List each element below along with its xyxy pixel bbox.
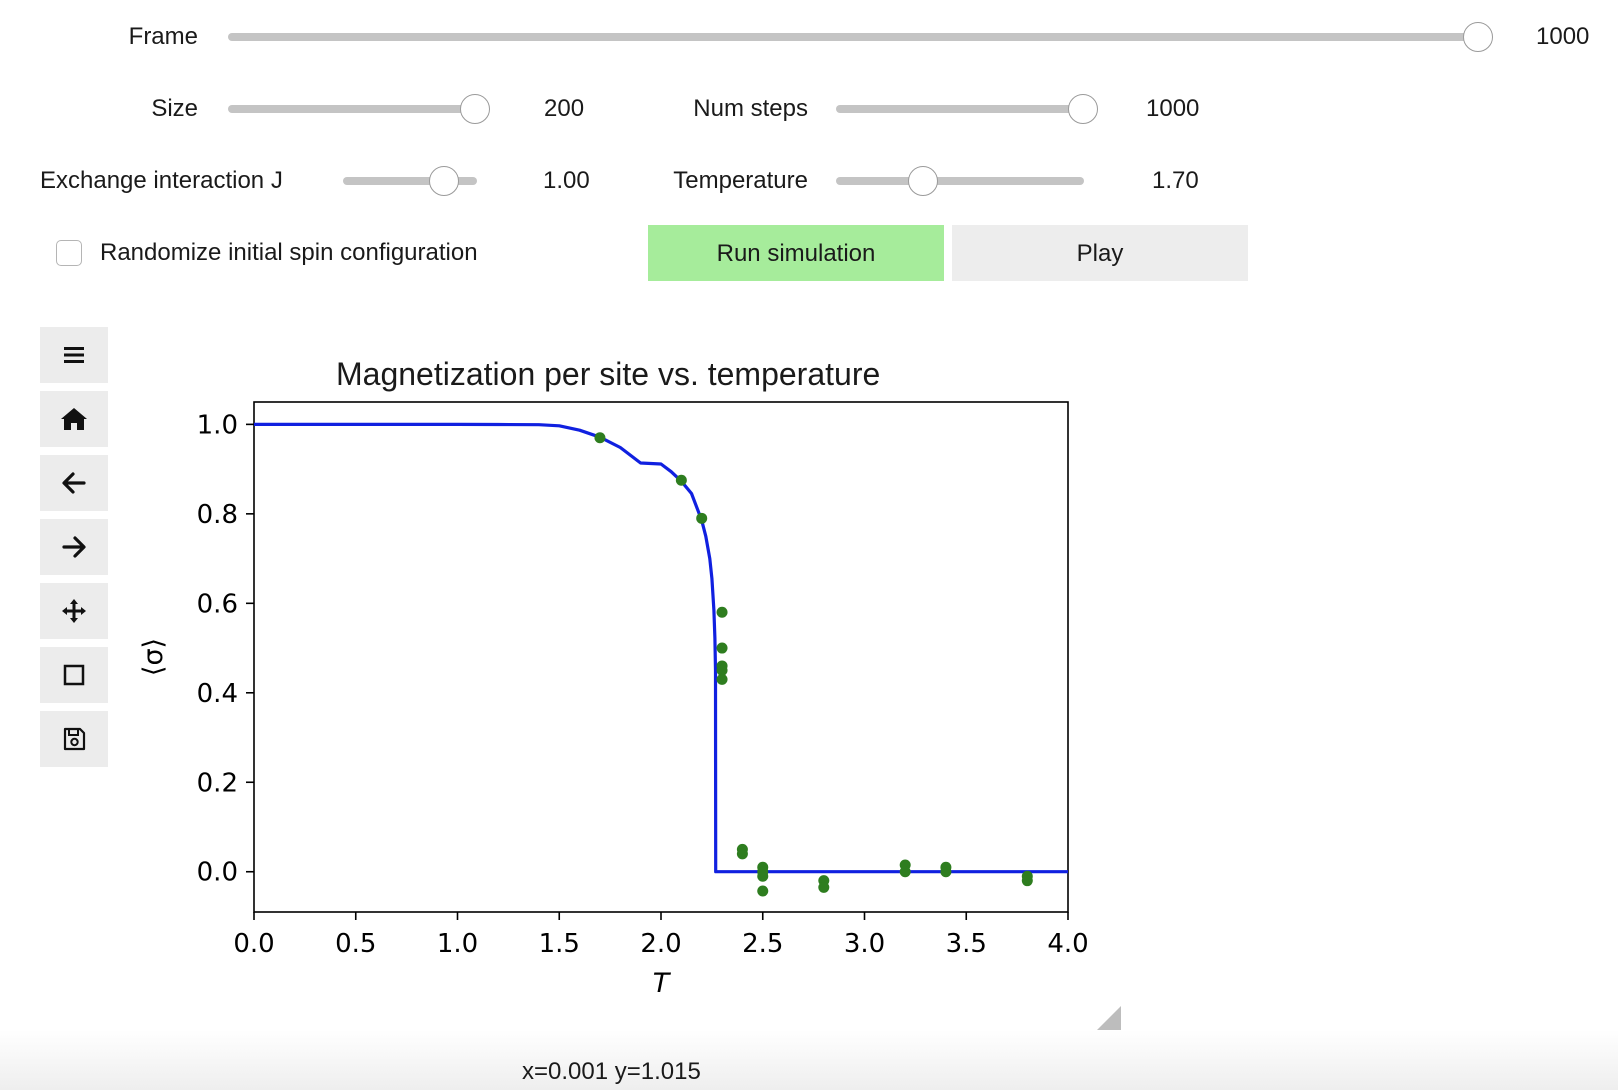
exchange-slider-track[interactable]	[343, 177, 477, 185]
simulation-data-point	[818, 881, 830, 893]
size-slider-handle[interactable]	[460, 94, 490, 124]
forward-button[interactable]	[40, 519, 108, 575]
pan-move-icon	[62, 599, 86, 623]
y-tick-label: 0.6	[197, 589, 238, 619]
simulation-data-point	[716, 606, 728, 618]
x-tick-label: 1.0	[437, 929, 478, 959]
size-slider[interactable]	[228, 94, 496, 124]
y-tick-label: 0.4	[197, 679, 238, 709]
simulation-data-point	[716, 673, 728, 685]
temperature-slider-track[interactable]	[836, 177, 1084, 185]
back-arrow-icon	[62, 472, 86, 494]
simulation-data-point	[899, 866, 911, 878]
save-disk-icon	[63, 727, 86, 751]
y-axis-label: ⟨σ⟩	[138, 638, 169, 676]
run-simulation-button[interactable]: Run simulation	[648, 225, 944, 281]
simulation-data-point	[1021, 875, 1033, 887]
forward-arrow-icon	[62, 536, 86, 558]
frame-slider-track[interactable]	[228, 33, 1478, 41]
randomize-checkbox[interactable]	[56, 240, 82, 266]
play-button[interactable]: Play	[952, 225, 1248, 281]
save-button[interactable]	[40, 711, 108, 767]
back-button[interactable]	[40, 455, 108, 511]
resize-grip-icon[interactable]	[1097, 1006, 1121, 1030]
exchange-label: Exchange interaction J	[40, 167, 283, 194]
size-slider-track[interactable]	[228, 105, 483, 113]
x-tick-label: 3.0	[844, 929, 885, 959]
pan-button[interactable]	[40, 583, 108, 639]
chart-title: Magnetization per site vs. temperature	[336, 356, 881, 392]
simulation-data-point	[716, 642, 728, 654]
y-tick-label: 0.8	[197, 500, 238, 530]
size-label: Size	[151, 95, 198, 122]
x-tick-label: 4.0	[1047, 929, 1088, 959]
exchange-slider-handle[interactable]	[429, 166, 459, 196]
simulation-data-point	[940, 866, 952, 878]
frame-slider[interactable]	[228, 22, 1493, 52]
frame-slider-handle[interactable]	[1463, 22, 1493, 52]
exchange-slider[interactable]	[343, 166, 479, 196]
home-icon	[61, 408, 87, 430]
x-tick-label: 1.5	[539, 929, 580, 959]
exact-magnetization-line	[254, 422, 1068, 874]
magnetization-chart[interactable]: 0.0 0.5 1.0 1.5 2.0 2.5 3.0 3.5 4.0 0.0 0.2 0.4 0.6 0…	[0, 0, 1618, 1030]
simulation-data-point	[716, 664, 728, 676]
y-tick-label: 0.0	[197, 858, 238, 888]
temperature-value: 1.70	[1152, 167, 1199, 194]
cursor-coordinates: x=0.001 y=1.015	[522, 1058, 701, 1085]
num-steps-slider-handle[interactable]	[1068, 94, 1098, 124]
frame-value: 1000	[1536, 23, 1590, 50]
temperature-label: Temperature	[673, 167, 808, 194]
simulation-data-point	[594, 432, 606, 444]
y-tick-label: 0.2	[197, 768, 238, 798]
simulation-data-point	[696, 512, 708, 524]
x-tick-label: 2.0	[640, 929, 681, 959]
zoom-rectangle-icon	[63, 664, 85, 686]
x-axis-label: T	[653, 968, 672, 999]
y-tick-label: 1.0	[197, 410, 238, 440]
x-tick-label: 2.5	[742, 929, 783, 959]
menu-icon	[64, 347, 84, 363]
home-button[interactable]	[40, 391, 108, 447]
frame-label: Frame	[128, 23, 198, 50]
x-tick-label: 3.5	[946, 929, 987, 959]
zoom-button[interactable]	[40, 647, 108, 703]
num-steps-label: Num steps	[693, 95, 808, 122]
size-value: 200	[544, 95, 585, 122]
simulation-data-point	[736, 848, 748, 860]
num-steps-slider-track[interactable]	[836, 105, 1091, 113]
menu-button[interactable]	[40, 327, 108, 383]
exchange-value: 1.00	[543, 167, 590, 194]
temperature-slider-handle[interactable]	[908, 166, 938, 196]
simulation-data-point	[757, 870, 769, 882]
num-steps-slider[interactable]	[836, 94, 1104, 124]
status-bar	[0, 1030, 1618, 1090]
simulation-data-point	[757, 885, 769, 897]
plot-area-frame	[253, 401, 1069, 913]
temperature-slider[interactable]	[836, 166, 1086, 196]
randomize-label[interactable]: Randomize initial spin configuration	[100, 239, 478, 266]
x-tick-label: 0.5	[335, 929, 376, 959]
simulation-data-point	[675, 474, 687, 486]
num-steps-value: 1000	[1146, 95, 1200, 122]
x-tick-label: 0.0	[233, 929, 274, 959]
